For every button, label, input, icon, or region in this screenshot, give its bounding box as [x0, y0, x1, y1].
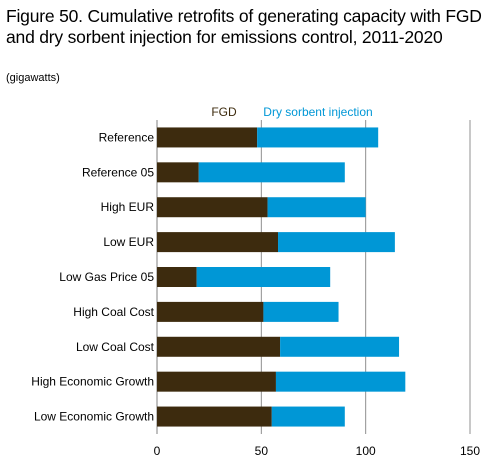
bar-fgd-8 [157, 406, 272, 427]
legend-label-fgd: FGD [211, 105, 237, 119]
chart-subtitle: (gigawatts) [6, 72, 60, 84]
x-tick-label-50: 50 [255, 444, 269, 458]
bar-dry-sorbent-5 [263, 301, 339, 322]
bar-dry-sorbent-1 [198, 162, 345, 183]
bar-dry-sorbent-0 [257, 127, 379, 148]
bar-dry-sorbent-8 [271, 406, 345, 427]
chart-title: Figure 50. Cumulative retrofits of gener… [6, 6, 482, 47]
category-label: High EUR [101, 200, 155, 214]
bar-dry-sorbent-3 [278, 232, 395, 253]
bar-dry-sorbent-7 [275, 371, 406, 392]
category-label: Low Gas Price 05 [59, 270, 154, 284]
category-label: Low Economic Growth [34, 410, 154, 424]
bars [157, 127, 406, 427]
bar-fgd-1 [157, 162, 199, 183]
bar-dry-sorbent-4 [196, 267, 331, 287]
x-tick-labels: 0 50 100 150 [154, 444, 481, 458]
bar-fgd-5 [157, 301, 264, 322]
category-label: High Coal Cost [73, 305, 154, 319]
category-label: High Economic Growth [31, 375, 154, 389]
bar-dry-sorbent-2 [267, 197, 366, 218]
x-tick-label-100: 100 [356, 444, 376, 458]
bar-dry-sorbent-6 [280, 336, 400, 357]
category-label: Low EUR [103, 235, 154, 249]
category-label: Low Coal Cost [76, 340, 155, 354]
bar-fgd-6 [157, 336, 281, 357]
category-label: Reference 05 [82, 165, 154, 179]
bar-fgd-0 [157, 127, 258, 148]
legend-label-dry-sorbent: Dry sorbent injection [263, 105, 372, 119]
bar-fgd-2 [157, 197, 268, 218]
x-tick-label-150: 150 [460, 444, 480, 458]
category-labels: Reference Reference 05 High EUR Low EUR Low … [31, 130, 154, 423]
bar-fgd-4 [157, 267, 197, 287]
category-label: Reference [99, 130, 155, 144]
bar-fgd-7 [157, 371, 276, 392]
bar-fgd-3 [157, 232, 279, 253]
x-tick-label-0: 0 [154, 444, 161, 458]
